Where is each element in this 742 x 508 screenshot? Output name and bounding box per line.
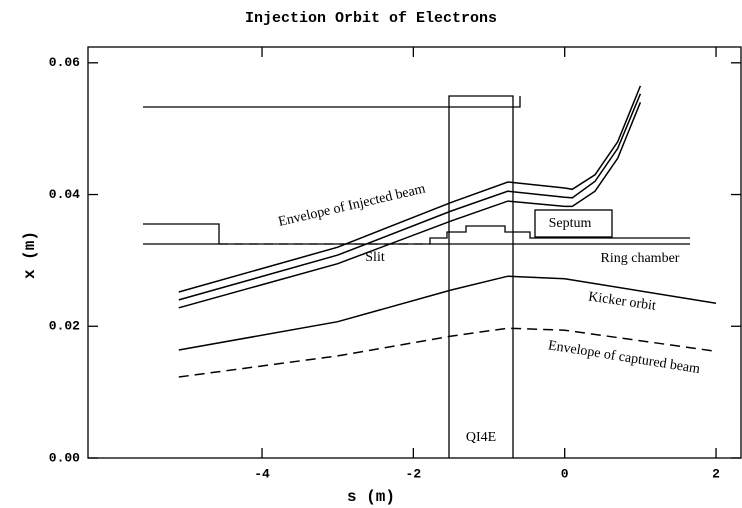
- series-line: [178, 85, 642, 293]
- septum: [534, 209, 613, 238]
- chamber-step: [429, 225, 690, 244]
- series-line: [178, 93, 642, 301]
- y-axis-label: x (m): [21, 231, 39, 279]
- annotation: Ring chamber: [601, 251, 680, 266]
- plot-frame: [87, 46, 742, 459]
- y-tick-label: 0.04: [49, 187, 80, 202]
- x-axis-label: s (m): [347, 488, 395, 506]
- y-tick-label: 0.02: [49, 319, 80, 334]
- annotation: Slit: [365, 250, 385, 265]
- chart-title: Injection Orbit of Electrons: [245, 10, 497, 27]
- annotation: QI4E: [466, 430, 496, 445]
- x-tick-label: 2: [712, 466, 720, 481]
- slit: [143, 223, 220, 244]
- x-tick-label: -4: [254, 466, 270, 481]
- series-label: Envelope of Injected beam: [277, 181, 427, 229]
- annotation: Septum: [549, 216, 592, 231]
- series-line: [178, 275, 717, 351]
- y-tick-label: 0.06: [49, 55, 80, 70]
- series-line: [178, 102, 642, 309]
- series-label: Kicker orbit: [587, 290, 657, 314]
- x-tick-label: -2: [406, 466, 422, 481]
- upper-wall: [143, 96, 521, 108]
- y-tick-label: 0.00: [49, 450, 80, 465]
- series-line: [178, 327, 717, 378]
- series-label: Envelope of captured beam: [547, 338, 701, 377]
- x-tick-label: 0: [561, 466, 569, 481]
